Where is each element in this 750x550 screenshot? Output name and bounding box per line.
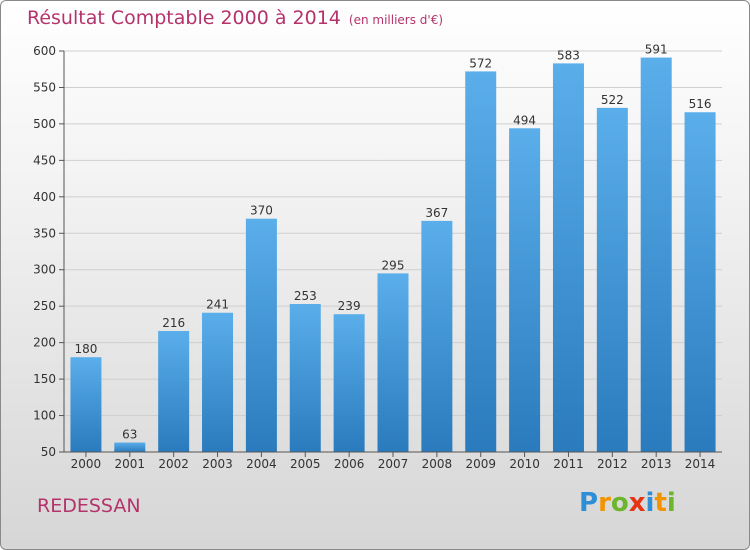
value-label-2009: 572: [469, 56, 492, 70]
proxiti-logo: Proxiti: [579, 488, 676, 518]
y-tick-label: 150: [33, 372, 56, 386]
unit-note: (en milliers d'€): [348, 13, 444, 27]
y-tick-label: 300: [33, 263, 56, 277]
value-label-2003: 241: [206, 298, 229, 312]
bar-2002: [158, 330, 190, 452]
x-tick-label-2013: 2013: [641, 457, 672, 471]
logo-letter: r: [598, 488, 611, 518]
y-tick-label: 500: [33, 117, 56, 131]
bars: [70, 57, 716, 453]
x-tick-label-2002: 2002: [158, 457, 189, 471]
value-label-2004: 370: [250, 204, 273, 218]
bar-2013: [640, 57, 672, 452]
x-tick-label-2012: 2012: [597, 457, 628, 471]
x-tick-label-2009: 2009: [465, 457, 496, 471]
logo-letter: t: [654, 488, 667, 518]
y-tick-label: 350: [33, 226, 56, 240]
logo-letter: i: [645, 488, 655, 518]
value-label-2005: 253: [294, 289, 317, 303]
x-tick-label-2005: 2005: [290, 457, 321, 471]
bar-2008: [421, 220, 453, 452]
bar-2006: [333, 314, 365, 452]
bar-2001: [114, 442, 146, 452]
bar-2005: [289, 303, 321, 452]
x-tick-label-2007: 2007: [378, 457, 409, 471]
bar-2014: [684, 112, 716, 452]
logo-letter: o: [610, 488, 629, 518]
axes: 50 100 150 200 250 300 350 400 450 500 550 600 2000 2…: [33, 44, 722, 471]
x-tick-label-2010: 2010: [509, 457, 540, 471]
value-label-2001: 63: [122, 428, 137, 442]
value-label-2013: 591: [645, 43, 668, 57]
value-label-2010: 494: [513, 113, 536, 127]
value-label-2006: 239: [338, 299, 361, 313]
value-label-2008: 367: [425, 206, 448, 220]
bar-2004: [245, 218, 277, 452]
x-tick-label-2006: 2006: [334, 457, 365, 471]
x-tick-label-2011: 2011: [553, 457, 584, 471]
value-label-2007: 295: [382, 258, 405, 272]
value-label-2002: 216: [162, 316, 185, 330]
x-tick-label-2003: 2003: [202, 457, 233, 471]
logo-letter: P: [579, 488, 599, 518]
bar-2011: [552, 63, 584, 453]
y-tick-label: 250: [33, 299, 56, 313]
y-tick-label: 400: [33, 190, 56, 204]
y-tick-label: 550: [33, 80, 56, 94]
bar-2000: [70, 357, 102, 452]
value-label-2000: 180: [74, 342, 97, 356]
bar-2010: [509, 128, 541, 452]
y-tick-label: 200: [33, 336, 56, 350]
x-tick-label-2001: 2001: [115, 457, 146, 471]
value-labels: 180 63 216 241 370 253 239 295 367 572 494 583 522 59…: [74, 43, 711, 442]
logo-letter: x: [628, 488, 646, 518]
place-name: REDESSAN: [37, 495, 141, 517]
x-tick-label-2000: 2000: [71, 457, 102, 471]
y-tick-label: 100: [33, 409, 56, 423]
value-label-2011: 583: [557, 48, 580, 62]
x-tick-label-2004: 2004: [246, 457, 277, 471]
chart-title: Résultat Comptable 2000 à 2014: [27, 7, 341, 29]
value-label-2014: 516: [689, 97, 712, 111]
bar-2012: [596, 107, 628, 453]
value-label-2012: 522: [601, 93, 624, 107]
y-tick-label: 600: [33, 44, 56, 58]
chart-title-block: Résultat Comptable 2000 à 2014 (en millie…: [27, 7, 443, 29]
bar-2003: [202, 312, 234, 452]
y-tick-label: 450: [33, 153, 56, 167]
x-tick-label-2014: 2014: [685, 457, 716, 471]
bar-2007: [377, 273, 409, 452]
x-tick-label-2008: 2008: [422, 457, 453, 471]
bar-2009: [465, 71, 497, 452]
y-tick-label: 50: [41, 445, 56, 459]
logo-letter: i: [666, 488, 676, 518]
